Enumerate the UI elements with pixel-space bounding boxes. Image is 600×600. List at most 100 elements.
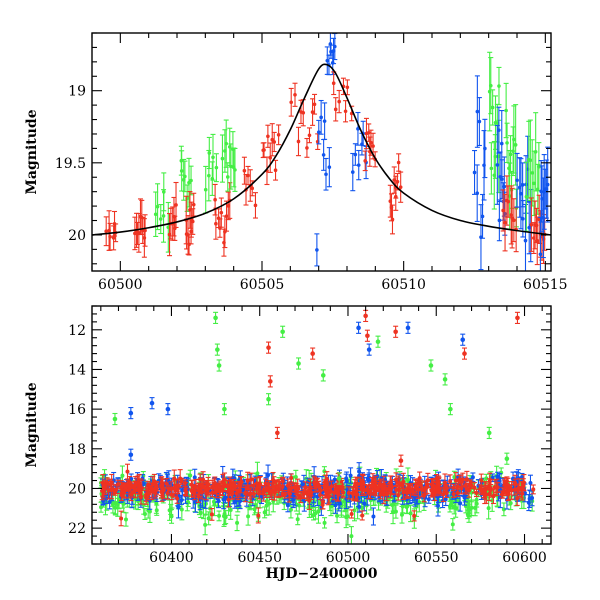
- top-point-red: [107, 222, 113, 251]
- top-point-green: [182, 160, 188, 193]
- bottom-point-green: [211, 497, 217, 507]
- bottom-point-red: [411, 510, 417, 522]
- y-tick-label: 19.5: [55, 156, 86, 172]
- outlier-point-red: [514, 311, 520, 325]
- bottom-point-red: [302, 481, 308, 494]
- bottom-point-red: [430, 478, 436, 495]
- outlier-point-green: [375, 335, 381, 348]
- bottom-point-red: [376, 481, 382, 493]
- outlier-point-green: [447, 403, 453, 416]
- y-tick-label: 18: [68, 442, 86, 458]
- outlier-point-red: [363, 309, 369, 323]
- bottom-point-red: [314, 477, 320, 488]
- bottom-point-red: [199, 479, 205, 493]
- bottom-point-red: [248, 484, 254, 504]
- bottom-point-green: [348, 526, 354, 544]
- bottom-point-red: [473, 488, 479, 498]
- bottom-point-red: [401, 484, 407, 500]
- bottom-point-red: [182, 482, 188, 496]
- bottom-point-blue: [370, 507, 376, 526]
- top-point-red: [292, 82, 298, 107]
- top-point-green: [536, 142, 542, 192]
- top-point-red: [288, 87, 294, 117]
- top-panel: 60500 60505 60510 60515 19 19.5 20 Magnitude: [24, 32, 568, 293]
- top-point-green: [232, 147, 238, 192]
- bottom-point-red: [328, 486, 334, 497]
- bottom-point-red: [460, 472, 466, 487]
- top-point-blue: [522, 203, 528, 271]
- outlier-point-blue: [149, 397, 155, 410]
- top-point-red: [261, 142, 267, 158]
- top-point-blue: [499, 159, 505, 199]
- bottom-point-red: [137, 478, 143, 494]
- top-point-blue: [350, 152, 356, 192]
- bottom-point-blue: [457, 494, 463, 512]
- top-point-red: [221, 228, 227, 257]
- top-point-red: [331, 71, 337, 96]
- bottom-point-red: [453, 472, 459, 489]
- top-point-green: [213, 153, 219, 183]
- top-point-red: [173, 181, 179, 229]
- outlier-point-blue: [165, 403, 171, 416]
- top-point-red: [295, 126, 301, 157]
- bottom-point-red: [451, 490, 457, 499]
- bottom-point-green: [142, 507, 148, 521]
- bottom-point-red: [115, 479, 121, 489]
- top-point-green: [210, 133, 216, 181]
- bottom-point-red: [149, 482, 155, 501]
- bottom-point-red: [459, 482, 465, 495]
- bottom-point-blue: [348, 467, 354, 484]
- bottom-point-red: [478, 484, 484, 496]
- outlier-point-blue: [366, 343, 372, 356]
- top-point-red: [312, 93, 318, 115]
- top-point-red: [534, 216, 540, 266]
- bottom-point-blue: [337, 497, 343, 509]
- bottom-point-red: [442, 473, 448, 493]
- bottom-point-green: [467, 501, 473, 518]
- bottom-y-axis-label: Magnitude: [24, 382, 40, 467]
- top-point-red: [315, 133, 321, 150]
- bottom-point-red: [349, 509, 355, 519]
- bottom-point-red: [145, 486, 151, 501]
- bottom-point-red: [530, 484, 536, 495]
- top-point-blue: [356, 149, 362, 181]
- bottom-point-red: [265, 482, 271, 496]
- top-point-blue: [476, 97, 482, 147]
- bottom-point-red: [369, 481, 375, 491]
- bottom-point-red: [495, 482, 501, 493]
- top-point-red: [191, 192, 197, 217]
- top-point-blue: [326, 147, 332, 188]
- bottom-plot-area: [98, 309, 536, 544]
- bottom-point-red: [125, 479, 131, 491]
- top-point-red: [508, 185, 514, 245]
- bottom-ticks: [92, 305, 551, 545]
- outlier-point-green: [213, 311, 219, 325]
- top-point-green: [225, 162, 231, 192]
- top-point-green: [513, 104, 519, 186]
- bottom-x-axis-label: HJD−2400000: [266, 566, 378, 582]
- top-point-blue: [328, 44, 334, 59]
- top-point-red: [304, 137, 310, 158]
- bottom-point-green: [234, 514, 240, 532]
- model-curve: [92, 63, 551, 236]
- outlier-point-green: [442, 373, 448, 386]
- top-point-green: [508, 135, 514, 174]
- top-point-red: [225, 191, 231, 221]
- top-point-green: [503, 82, 509, 139]
- top-point-blue: [480, 193, 486, 239]
- bottom-point-green: [262, 506, 268, 519]
- outlier-point-red: [393, 325, 399, 338]
- bottom-point-red: [502, 477, 508, 487]
- bottom-point-red: [490, 488, 496, 505]
- outlier-point-red: [461, 347, 467, 360]
- bottom-point-red: [204, 484, 210, 495]
- x-tick-label: 60550: [414, 550, 459, 566]
- x-tick-label: 60450: [237, 550, 282, 566]
- bottom-point-red: [447, 474, 453, 489]
- top-ticks: [91, 32, 551, 271]
- outlier-point-red: [310, 347, 316, 360]
- outlier-point-blue: [356, 321, 362, 334]
- bottom-point-red: [512, 474, 518, 492]
- top-point-green: [227, 127, 233, 167]
